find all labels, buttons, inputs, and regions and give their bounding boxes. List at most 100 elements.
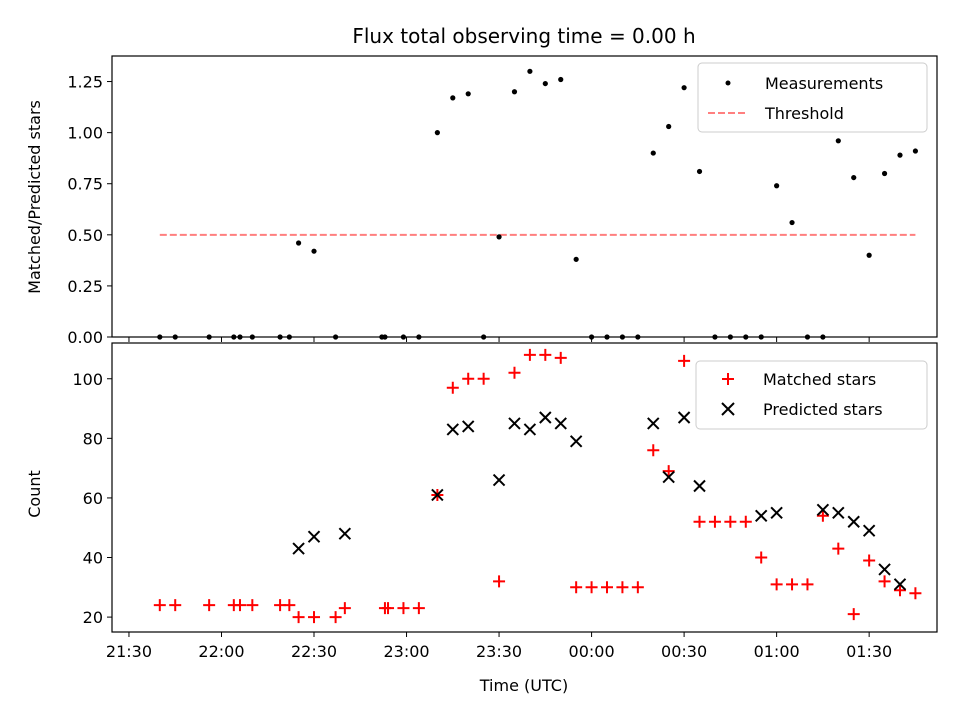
measurement-point [851,174,857,181]
matched-star-marker [233,599,246,612]
matched-star-marker [724,515,737,528]
measurement-point [434,130,440,136]
bottom-y-axis: 20 40 60 80 100 [72,370,112,627]
matched-star-marker [477,372,490,385]
predicted-star-marker [770,506,783,520]
measurement-point [681,85,687,91]
predicted-star-marker [832,506,845,520]
measurement-point [789,219,795,226]
measurement-point [774,183,780,189]
bottom-ytick-label: 20 [83,608,103,627]
matched-star-marker [755,551,768,564]
top-y-axis: 0.00 0.25 0.50 0.75 1.00 1.25 [67,73,112,347]
top-legend: Measurements Threshold [697,62,928,133]
measurement-point [866,252,872,258]
measurement-point [295,240,302,246]
matched-star-marker [647,444,660,457]
legend-marker-predicted [721,402,735,416]
bottom-xtick-label: 00:30 [661,642,707,661]
measurement-point [897,152,903,158]
bottom-xtick-label: 00:00 [569,642,615,661]
matched-star-marker [786,578,799,591]
measurement-point [573,256,579,262]
legend-marker-matched [722,373,734,385]
bottom-ytick-label: 80 [83,429,103,448]
bottom-ytick-label: 40 [83,549,103,568]
measurement-point [511,89,518,95]
predicted-star-marker [816,503,830,517]
matched-star-marker [203,599,216,612]
predicted-star-marker [446,423,460,436]
bottom-xlabel: Time (UTC) [479,676,568,695]
matched-star-marker [382,602,395,615]
matched-star-marker [539,348,552,361]
matched-star-marker [493,575,506,588]
matched-star-marker [616,581,629,594]
matched-star-marker [397,602,410,615]
bottom-legend: Matched stars Predicted stars [695,360,928,430]
matched-star-marker [462,372,475,385]
measurement-point [450,95,456,101]
top-ytick-label: 1.00 [67,124,103,143]
bottom-axes-frame [111,342,938,633]
predicted-star-points [292,411,907,591]
bottom-xtick-label: 21:30 [106,642,152,661]
predicted-star-marker [847,515,860,528]
matched-star-marker [832,542,845,555]
predicted-star-marker [878,563,891,576]
matched-star-marker [292,611,305,624]
matched-star-marker [893,584,906,597]
bottom-xtick-label: 23:00 [383,642,429,661]
measurement-point [465,91,471,97]
bottom-xtick-label: 22:30 [291,642,337,661]
measurement-point [542,80,548,87]
chart-title: Flux total observing time = 0.00 h [352,24,695,48]
bottom-ylabel: Count [25,470,44,518]
matched-star-marker [585,581,598,594]
matched-star-marker [693,515,706,528]
top-legend-box [697,62,928,133]
measurement-point [835,138,841,144]
predicted-star-marker [462,420,475,433]
predicted-star-marker [539,411,552,424]
predicted-star-marker [677,411,691,424]
matched-star-marker [283,599,296,612]
predicted-star-marker [338,527,352,540]
bottom-legend-box [695,360,928,430]
bottom-x-axis: 21:30 22:00 22:30 23:00 23:30 00:00 00:30 01:00… [106,632,892,661]
measurement-point [558,76,564,83]
matched-star-marker [801,578,814,591]
top-ytick-label: 1.25 [67,73,103,92]
matched-star-marker [169,599,182,612]
matched-star-marker [412,602,425,615]
predicted-star-marker [307,530,321,543]
matched-star-marker [631,581,644,594]
predicted-star-marker [292,542,305,555]
matched-star-marker [601,581,613,594]
predicted-star-marker [754,509,768,523]
top-ytick-label: 0.75 [67,175,103,194]
matched-star-marker [770,578,783,591]
matched-star-marker [523,348,536,361]
measurement-point [666,123,672,130]
matched-star-marker [153,599,166,612]
measurement-point [696,168,703,175]
predicted-star-marker [554,417,567,430]
bottom-xtick-label: 01:30 [846,642,892,661]
matched-star-marker [338,602,351,615]
bottom-xtick-label: 01:00 [754,642,800,661]
legend-label-matched: Matched stars [763,370,876,389]
predicted-star-marker [662,470,675,484]
top-ytick-label: 0.00 [67,328,103,347]
matched-star-marker [878,575,891,588]
predicted-star-marker [492,473,506,487]
matched-star-marker [508,366,521,379]
measurement-point [881,170,888,177]
legend-label-measurements: Measurements [765,74,883,93]
predicted-star-marker [569,435,583,448]
matched-star-marker [708,515,721,528]
measurement-point [496,234,502,240]
legend-marker-measurements [725,80,731,86]
